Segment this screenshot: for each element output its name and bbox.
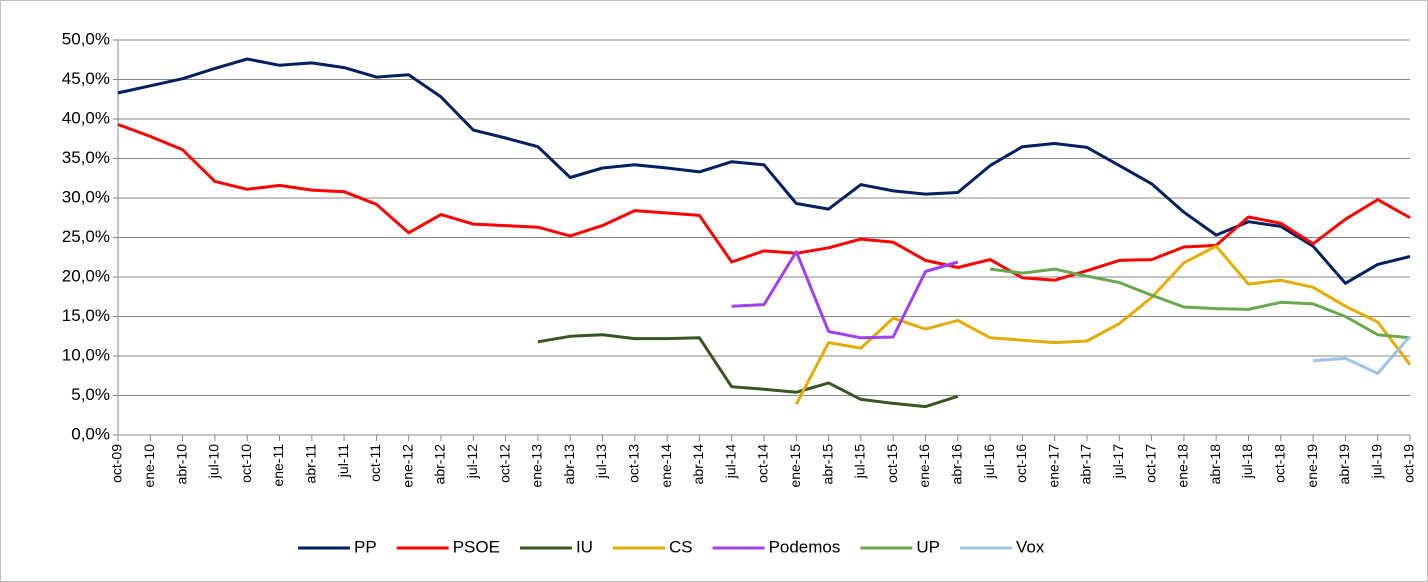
y-tick-label: 35,0% <box>62 148 110 167</box>
y-tick-label: 20,0% <box>62 266 110 285</box>
x-tick-label: oct-14 <box>755 444 771 483</box>
x-tick-label: abr-13 <box>561 444 577 485</box>
y-tick-label: 30,0% <box>62 187 110 206</box>
x-tick-label: abr-15 <box>819 444 835 485</box>
x-tick-label: abr-17 <box>1078 444 1094 485</box>
legend-label: IU <box>576 537 593 556</box>
y-tick-label: 25,0% <box>62 227 110 246</box>
x-tick-label: jul-17 <box>1110 444 1126 479</box>
x-tick-label: oct-13 <box>626 444 642 483</box>
x-tick-label: oct-18 <box>1272 444 1288 483</box>
x-tick-label: abr-11 <box>303 444 319 484</box>
x-tick-label: jul-12 <box>464 444 480 479</box>
x-tick-label: jul-16 <box>981 444 997 479</box>
x-tick-label: jul-18 <box>1239 444 1255 479</box>
legend-label: CS <box>669 537 693 556</box>
series-line <box>794 244 1412 405</box>
x-tick-label: ene-15 <box>787 444 803 488</box>
y-tick-label: 15,0% <box>62 306 110 325</box>
x-tick-label: jul-14 <box>722 444 738 479</box>
x-tick-label: abr-19 <box>1336 444 1352 485</box>
x-tick-label: jul-19 <box>1368 444 1384 479</box>
y-tick-label: 40,0% <box>62 108 110 127</box>
x-tick-label: oct-12 <box>496 444 512 483</box>
x-tick-label: abr-18 <box>1207 444 1223 485</box>
x-tick-label: oct-15 <box>884 444 900 483</box>
series-line <box>537 333 959 409</box>
y-tick-label: 10,0% <box>62 345 110 364</box>
y-tick-label: 45,0% <box>62 69 110 88</box>
x-tick-label: ene-16 <box>916 444 932 488</box>
legend-label: Podemos <box>769 537 841 556</box>
x-tick-label: ene-11 <box>270 444 286 487</box>
legend-label: Vox <box>1016 537 1045 556</box>
x-tick-label: ene-17 <box>1045 444 1061 488</box>
series-line <box>731 250 959 340</box>
x-tick-label: ene-12 <box>399 444 415 488</box>
y-tick-label: 5,0% <box>71 385 110 404</box>
series-line <box>989 267 1411 340</box>
x-tick-label: ene-13 <box>529 444 545 488</box>
x-tick-label: abr-10 <box>173 444 189 485</box>
series-line <box>1312 335 1412 375</box>
x-tick-label: ene-18 <box>1175 444 1191 488</box>
y-tick-label: 50,0% <box>62 29 110 48</box>
x-tick-label: jul-11 <box>335 444 351 478</box>
x-tick-label: oct-11 <box>367 444 383 482</box>
x-tick-label: jul-15 <box>852 444 868 479</box>
series-line <box>117 57 1411 285</box>
x-tick-label: abr-16 <box>949 444 965 485</box>
x-tick-label: jul-13 <box>593 444 609 479</box>
x-tick-label: oct-09 <box>109 444 125 483</box>
x-tick-label: ene-14 <box>658 444 674 488</box>
x-tick-label: oct-17 <box>1142 444 1158 483</box>
x-tick-label: abr-14 <box>690 444 706 485</box>
x-tick-label: abr-12 <box>432 444 448 485</box>
x-tick-label: ene-10 <box>141 444 157 488</box>
x-tick-label: oct-16 <box>1013 444 1029 483</box>
legend-label: PSOE <box>453 537 500 556</box>
x-tick-label: oct-10 <box>238 444 254 483</box>
x-tick-label: oct-19 <box>1401 444 1417 483</box>
y-tick-label: 0,0% <box>71 424 110 443</box>
x-tick-label: ene-19 <box>1304 444 1320 488</box>
series-line <box>117 123 1411 282</box>
x-tick-label: jul-10 <box>206 444 222 479</box>
legend-label: UP <box>916 537 940 556</box>
legend-label: PP <box>354 537 377 556</box>
